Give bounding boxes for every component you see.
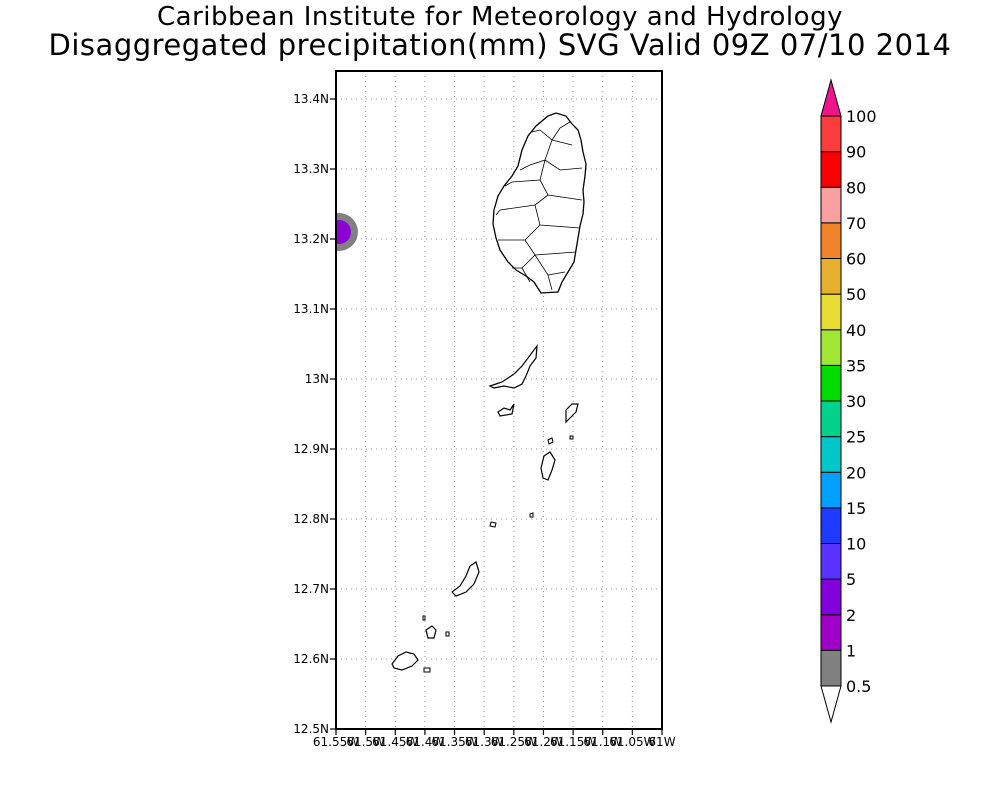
canouan-island — [540, 451, 556, 481]
lon-tick-label: 61.5W — [346, 735, 385, 749]
colorbar-label: 70 — [846, 214, 866, 233]
colorbar-swatch — [820, 364, 842, 402]
islet — [497, 403, 515, 417]
lon-tick-label: 61.35W — [431, 735, 477, 749]
precipitation-layer — [336, 213, 358, 251]
colorbar-bottom-arrow — [820, 685, 842, 724]
islet — [489, 521, 497, 528]
mustique-island — [565, 403, 579, 424]
lat-tick-label: 13N — [305, 372, 329, 386]
colorbar-label: 40 — [846, 321, 866, 340]
colorbar-swatch — [820, 400, 842, 438]
lat-tick-label: 13.4N — [293, 92, 329, 106]
colorbar-swatch — [820, 507, 842, 544]
lon-tick-label: 61.15W — [550, 735, 596, 749]
land-outlines — [391, 112, 587, 673]
colorbar-label: 1 — [846, 641, 856, 660]
lat-tick-label: 12.7N — [293, 582, 329, 596]
colorbar-label: 100 — [846, 107, 877, 126]
colorbar-swatch — [820, 329, 842, 366]
lon-tick-label: 61.2W — [524, 735, 563, 749]
colorbar-label: 20 — [846, 463, 866, 482]
colorbar-top-arrow — [820, 78, 842, 117]
lon-tick-label: 61W — [648, 735, 675, 749]
colorbar-swatch — [820, 115, 842, 153]
islet — [422, 615, 426, 621]
colorbar-swatch — [820, 649, 842, 687]
colorbar-label: 50 — [846, 285, 866, 304]
bequia-island — [488, 343, 538, 389]
lon-tick-label: 61.45W — [372, 735, 418, 749]
lat-tick-label: 12.9N — [293, 442, 329, 456]
colorbar-label: 10 — [846, 535, 866, 554]
carriacou-island — [391, 651, 419, 671]
islet — [445, 631, 450, 637]
islet — [547, 437, 554, 445]
st-vincent-island — [492, 112, 587, 294]
islet — [425, 625, 437, 639]
colorbar-label: 0.5 — [846, 677, 871, 696]
chart-title: Caribbean Institute for Meteorology and … — [157, 2, 843, 32]
lat-tick-label: 12.5N — [293, 722, 329, 736]
map-grid — [335, 71, 663, 730]
lon-tick-label: 61.55W — [313, 735, 359, 749]
colorbar-swatch — [820, 471, 842, 509]
lon-tick-label: 61.25W — [491, 735, 537, 749]
lon-tick-label: 61.4W — [406, 735, 445, 749]
colorbar-swatch — [820, 258, 842, 295]
colorbar-swatch — [820, 186, 842, 224]
colorbar-swatch — [820, 151, 842, 188]
map-axes: 13.4N 13.3N 13.2N 13.1N 13N 12.9N 12.8N 12.7N 12… — [293, 70, 676, 749]
colorbar-label: 30 — [846, 392, 866, 411]
colorbar-swatch — [820, 578, 842, 616]
precip-spot-inner — [336, 220, 351, 244]
islet — [569, 435, 574, 440]
colorbar-label: 60 — [846, 250, 866, 269]
islet — [423, 667, 431, 673]
lat-tick-label: 13.3N — [293, 162, 329, 176]
lat-tick-label: 12.8N — [293, 512, 329, 526]
colorbar-swatch — [820, 543, 842, 580]
colorbar-swatch — [820, 293, 842, 331]
colorbar-swatch — [820, 222, 842, 259]
lat-tick-label: 13.2N — [293, 232, 329, 246]
colorbar-label: 25 — [846, 428, 866, 447]
union-island — [451, 561, 480, 597]
colorbar-label: 90 — [846, 143, 866, 162]
lat-tick-label: 13.1N — [293, 302, 329, 316]
lon-tick-label: 61.1W — [583, 735, 622, 749]
chart-subtitle: Disaggregated precipitation(mm) SVG Vali… — [48, 28, 952, 62]
plot-frame — [335, 70, 663, 730]
colorbar-label: 35 — [846, 356, 866, 375]
colorbar-label: 80 — [846, 178, 866, 197]
islet — [529, 512, 534, 518]
colorbar-label: 15 — [846, 499, 866, 518]
lon-tick-label: 61.3W — [465, 735, 504, 749]
colorbar-label: 5 — [846, 570, 856, 589]
lat-tick-label: 12.6N — [293, 652, 329, 666]
colorbar-label: 2 — [846, 606, 856, 625]
lon-tick-label: 61.05W — [609, 735, 655, 749]
colorbar-swatch — [820, 436, 842, 473]
colorbar-swatch — [820, 614, 842, 651]
